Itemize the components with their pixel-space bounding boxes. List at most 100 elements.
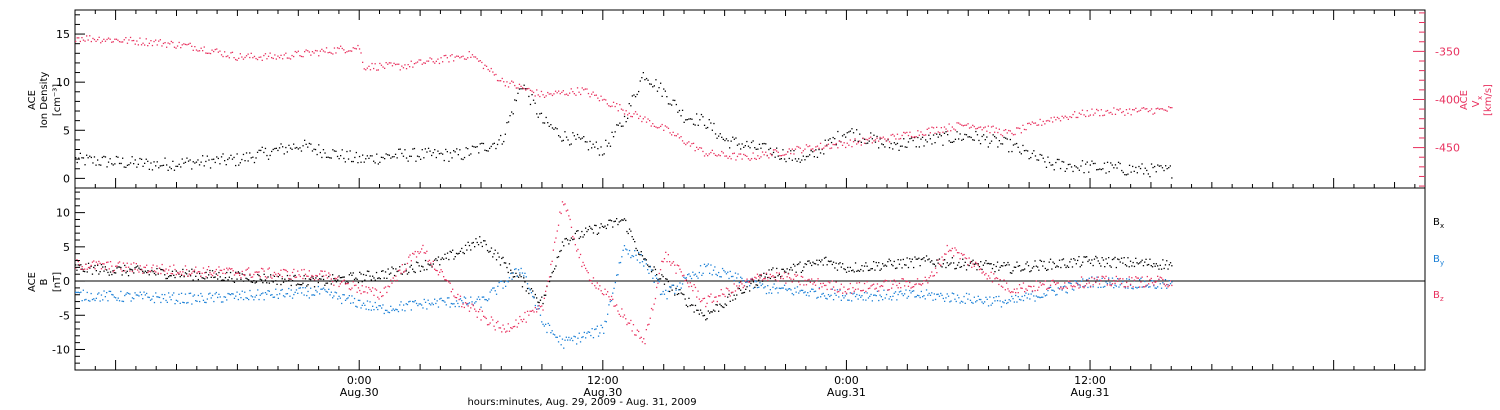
data-point [277, 55, 279, 57]
data-point [330, 283, 332, 285]
data-point [1100, 286, 1102, 288]
data-point [666, 261, 668, 263]
data-point [940, 292, 942, 295]
data-point [1139, 286, 1141, 288]
data-point [772, 149, 775, 151]
data-point [915, 296, 917, 298]
data-point [203, 46, 205, 48]
data-point [738, 153, 740, 155]
data-point [781, 287, 783, 289]
data-point [574, 244, 576, 246]
data-point [730, 275, 733, 278]
data-point [759, 274, 761, 276]
data-point [572, 339, 574, 342]
data-point [714, 296, 716, 298]
data-point [224, 277, 227, 279]
data-point [443, 300, 445, 302]
data-point [876, 265, 879, 267]
data-point [1063, 161, 1065, 163]
data-point [1044, 123, 1046, 125]
data-point [1012, 270, 1014, 272]
data-point [325, 290, 327, 293]
data-point [620, 125, 623, 127]
data-point [991, 267, 994, 270]
data-point [293, 293, 295, 296]
data-point [771, 276, 773, 278]
data-point [1142, 286, 1145, 288]
data-point [103, 38, 105, 40]
data-point [426, 151, 428, 153]
data-point [905, 264, 907, 266]
data-point [758, 279, 760, 281]
data-point [1070, 285, 1072, 287]
data-point [946, 293, 948, 295]
data-point [78, 264, 81, 267]
data-point [1016, 288, 1018, 290]
data-point [342, 276, 344, 278]
data-point [219, 163, 221, 165]
data-point [594, 224, 596, 226]
data-point [487, 150, 489, 152]
data-point [1132, 165, 1134, 168]
data-point [271, 294, 273, 296]
data-point [543, 325, 545, 327]
data-point [913, 290, 915, 292]
data-point [724, 295, 726, 298]
data-point [358, 48, 361, 50]
data-point [1133, 265, 1136, 268]
data-point [711, 311, 713, 313]
data-point [144, 266, 146, 269]
data-point [576, 87, 579, 89]
data-point [741, 143, 743, 145]
data-point [125, 272, 127, 274]
data-point [1135, 286, 1137, 288]
data-point [569, 144, 571, 146]
data-point [213, 272, 215, 274]
data-point [528, 87, 530, 90]
data-point [1002, 265, 1004, 267]
data-point [581, 87, 583, 89]
data-point [302, 56, 304, 58]
data-point [871, 284, 873, 286]
data-point [330, 278, 332, 280]
data-point [1013, 288, 1015, 290]
data-point [135, 263, 137, 265]
data-point [598, 100, 601, 102]
data-point [500, 134, 502, 137]
data-point [785, 271, 787, 273]
data-point [414, 250, 416, 253]
legend-by-sub: y [1440, 259, 1444, 267]
data-point [1064, 282, 1066, 284]
data-point [501, 257, 503, 260]
data-point [514, 84, 516, 87]
data-point [89, 267, 91, 269]
data-point [291, 297, 294, 299]
data-point [917, 136, 919, 139]
data-point [180, 47, 182, 49]
data-point [892, 265, 894, 267]
data-point [597, 232, 600, 234]
data-point [133, 272, 135, 274]
data-point [1018, 298, 1021, 301]
data-point [208, 274, 210, 276]
data-point [685, 119, 687, 121]
data-point [659, 269, 662, 271]
data-point [747, 280, 749, 282]
data-point [373, 67, 375, 70]
data-point [1091, 160, 1093, 162]
data-point [169, 275, 171, 277]
data-point [239, 53, 241, 55]
data-point [906, 297, 908, 299]
data-point [173, 264, 175, 266]
data-point [318, 144, 320, 146]
data-point [827, 143, 830, 145]
data-point [426, 268, 428, 271]
data-point [470, 153, 472, 155]
data-point [417, 262, 419, 264]
data-point [258, 56, 260, 58]
data-point [1122, 278, 1124, 280]
data-point [965, 124, 968, 126]
data-point [1106, 161, 1109, 163]
data-point [1018, 265, 1021, 267]
data-point [1128, 108, 1131, 110]
